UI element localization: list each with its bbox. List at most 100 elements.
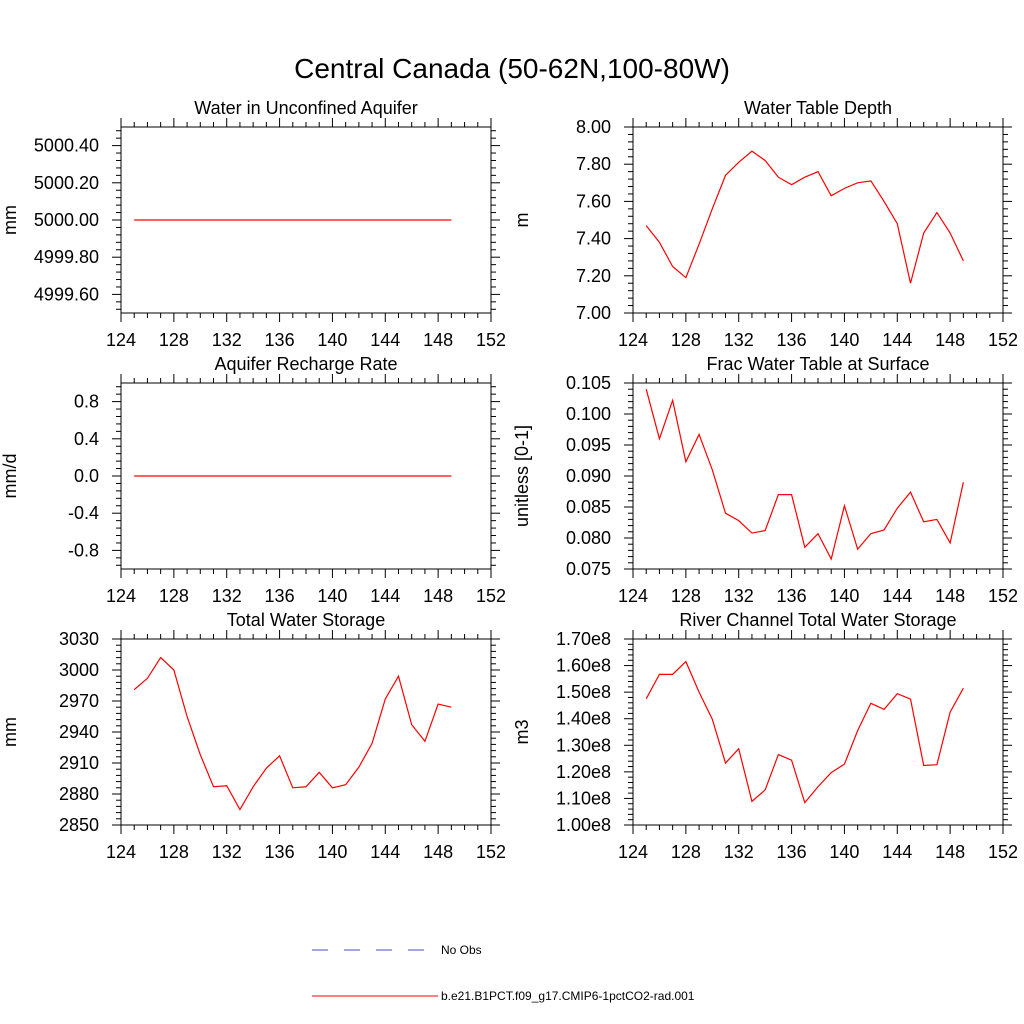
- x-tick-label: 148: [935, 842, 965, 862]
- x-tick-label: 152: [476, 586, 506, 606]
- x-tick-label: 148: [935, 330, 965, 350]
- y-axis-label: mm: [0, 717, 20, 747]
- panel-river-channel-total-water-storage: River Channel Total Water Storage m3 124 12…: [512, 610, 1018, 862]
- legend: No Obs b.e21.B1PCT.f09_g17.CMIP6-1pctCO2…: [312, 943, 695, 1003]
- y-tick-label: 7.60: [576, 191, 611, 211]
- panel-title: Aquifer Recharge Rate: [214, 354, 397, 374]
- y-tick-label: -0.4: [68, 503, 99, 523]
- series-line: [645, 150, 964, 284]
- y-axis-label: unitless [0-1]: [512, 425, 532, 527]
- y-tick-label: 0.4: [74, 429, 99, 449]
- y-tick-label: 7.20: [576, 266, 611, 286]
- x-tick-label: 124: [106, 842, 136, 862]
- x-tick-label: 128: [671, 842, 701, 862]
- y-tick-label: 0.085: [566, 497, 611, 517]
- panel-title: Frac Water Table at Surface: [706, 354, 929, 374]
- y-tick-label: 0.0: [74, 466, 99, 486]
- x-tick-label: 148: [423, 586, 453, 606]
- panel-title: Water in Unconfined Aquifer: [194, 98, 417, 118]
- y-tick-label: 1.40e8: [556, 709, 611, 729]
- series-line: [645, 660, 964, 804]
- x-tick-label: 152: [988, 330, 1018, 350]
- plot-frame: [120, 638, 492, 826]
- x-tick-label: 136: [777, 842, 807, 862]
- y-tick-label: 0.095: [566, 435, 611, 455]
- x-tick-label: 152: [988, 586, 1018, 606]
- y-tick-label: 2910: [59, 753, 99, 773]
- x-tick-label: 152: [988, 842, 1018, 862]
- panel-title: River Channel Total Water Storage: [679, 610, 956, 630]
- y-tick-label: 7.40: [576, 229, 611, 249]
- x-tick-label: 148: [423, 330, 453, 350]
- x-tick-label: 132: [724, 330, 754, 350]
- x-tick-label: 136: [777, 586, 807, 606]
- x-tick-label: 140: [829, 330, 859, 350]
- x-tick-label: 128: [671, 586, 701, 606]
- x-tick-label: 132: [212, 586, 242, 606]
- x-tick-label: 140: [317, 586, 347, 606]
- legend-label-no-obs: No Obs: [441, 943, 482, 957]
- panel-title: Water Table Depth: [744, 98, 892, 118]
- x-tick-label: 132: [724, 586, 754, 606]
- y-tick-label: 4999.60: [34, 284, 99, 304]
- x-tick-label: 132: [724, 842, 754, 862]
- y-axis-label: m3: [512, 719, 532, 744]
- y-tick-label: -0.8: [68, 540, 99, 560]
- y-tick-label: 5000.40: [34, 136, 99, 156]
- panel-title: Total Water Storage: [227, 610, 385, 630]
- x-tick-label: 148: [423, 842, 453, 862]
- x-tick-label: 140: [829, 842, 859, 862]
- x-tick-label: 124: [106, 330, 136, 350]
- y-axis-label: mm: [0, 205, 20, 235]
- y-axis-label: mm/d: [0, 454, 20, 499]
- y-tick-label: 8.00: [576, 117, 611, 137]
- x-tick-label: 136: [265, 586, 295, 606]
- y-tick-label: 0.100: [566, 404, 611, 424]
- x-tick-label: 144: [370, 586, 400, 606]
- x-tick-label: 144: [882, 330, 912, 350]
- legend-label-model: b.e21.B1PCT.f09_g17.CMIP6-1pctCO2-rad.00…: [441, 989, 695, 1003]
- panel-total-water-storage: Total Water Storage mm 124 128 132 136 140 144 1…: [0, 610, 506, 862]
- x-tick-label: 124: [618, 586, 648, 606]
- y-tick-label: 3000: [59, 660, 99, 680]
- y-tick-label: 1.70e8: [556, 629, 611, 649]
- x-tick-label: 136: [265, 842, 295, 862]
- plot-frame: [632, 382, 1004, 570]
- panel-water-table-depth: Water Table Depth m 124 128 132 136 140 144 148 1…: [512, 98, 1018, 350]
- x-tick-label: 124: [106, 586, 136, 606]
- x-tick-label: 128: [159, 586, 189, 606]
- x-tick-label: 136: [265, 330, 295, 350]
- y-tick-label: 1.20e8: [556, 762, 611, 782]
- y-axis-label: m: [512, 213, 532, 228]
- y-tick-label: 7.80: [576, 154, 611, 174]
- y-tick-label: 2940: [59, 722, 99, 742]
- x-tick-label: 144: [370, 330, 400, 350]
- panels: Water in Unconfined Aquifer mm 124 128 132 13…: [0, 98, 1018, 862]
- y-tick-label: 1.10e8: [556, 788, 611, 808]
- x-tick-label: 140: [317, 842, 347, 862]
- panel-aquifer-recharge-rate: Aquifer Recharge Rate mm/d 124 128 132 136 140…: [0, 354, 506, 606]
- y-tick-label: 7.00: [576, 303, 611, 323]
- y-tick-label: 5000.20: [34, 173, 99, 193]
- x-tick-label: 144: [882, 842, 912, 862]
- x-tick-label: 148: [935, 586, 965, 606]
- y-tick-label: 2880: [59, 784, 99, 804]
- y-tick-label: 3030: [59, 629, 99, 649]
- series-line: [645, 389, 964, 561]
- y-tick-label: 0.8: [74, 392, 99, 412]
- x-tick-label: 136: [777, 330, 807, 350]
- y-tick-label: 0.090: [566, 466, 611, 486]
- x-tick-label: 152: [476, 330, 506, 350]
- y-tick-label: 0.075: [566, 559, 611, 579]
- x-tick-label: 124: [618, 330, 648, 350]
- x-tick-label: 140: [317, 330, 347, 350]
- y-tick-label: 0.105: [566, 373, 611, 393]
- y-tick-label: 4999.80: [34, 247, 99, 267]
- x-tick-label: 140: [829, 586, 859, 606]
- y-tick-label: 2970: [59, 691, 99, 711]
- y-tick-label: 1.50e8: [556, 682, 611, 702]
- y-tick-label: 2850: [59, 815, 99, 835]
- panel-frac-water-table-at-surface: Frac Water Table at Surface unitless [0-1…: [512, 354, 1018, 606]
- y-tick-label: 1.30e8: [556, 735, 611, 755]
